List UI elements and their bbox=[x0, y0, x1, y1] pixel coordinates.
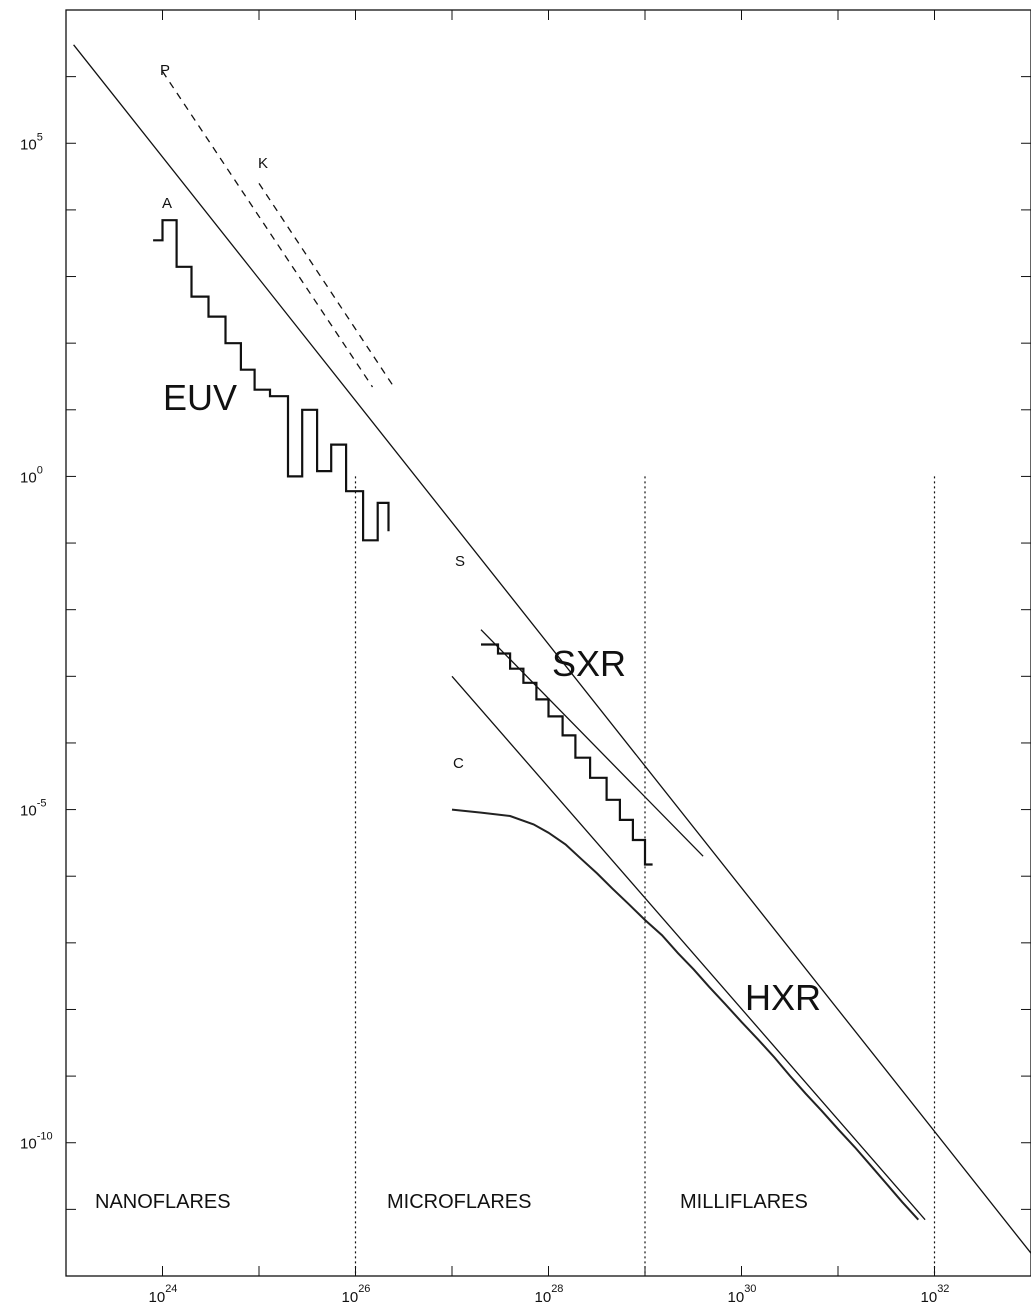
x-tick-exponent: 28 bbox=[551, 1283, 563, 1295]
series-label-hxr: HXR bbox=[745, 977, 821, 1018]
line-label-s: S bbox=[455, 553, 465, 570]
chart-labels: EUV SXR HXR P K A S C NANOFLARES MICROFL… bbox=[95, 62, 821, 1213]
x-tick-label: 1032 bbox=[921, 1283, 950, 1305]
series-label-sxr: SXR bbox=[552, 643, 626, 684]
x-tick-label: 1024 bbox=[149, 1283, 178, 1305]
series-hxr-histogram bbox=[451, 808, 920, 1221]
series-a-fit-line bbox=[73, 44, 1031, 1254]
y-tick-label: 10-10 bbox=[20, 1131, 53, 1153]
x-tick-exponent: 32 bbox=[937, 1283, 949, 1295]
y-tick-label: 105 bbox=[20, 131, 43, 153]
y-tick-exponent: 0 bbox=[37, 464, 43, 476]
series-sxr-histogram bbox=[481, 643, 653, 866]
x-tick-label: 1030 bbox=[728, 1283, 757, 1305]
y-tick-label: 100 bbox=[20, 464, 43, 486]
line-label-p: P bbox=[160, 62, 170, 79]
region-label-nanoflares: NANOFLARES bbox=[95, 1191, 231, 1213]
y-tick-exponent: -10 bbox=[37, 1131, 53, 1143]
x-tick-label: 1028 bbox=[535, 1283, 564, 1305]
region-label-microflares: MICROFLARES bbox=[387, 1191, 531, 1213]
region-boundaries bbox=[354, 476, 936, 1276]
series-euv-histogram bbox=[153, 219, 390, 542]
region-label-milliflares: MILLIFLARES bbox=[680, 1191, 808, 1213]
series-k-dashed bbox=[258, 183, 395, 388]
x-tick-label: 1026 bbox=[342, 1283, 371, 1305]
line-label-k: K bbox=[258, 155, 268, 172]
series-p-dashed bbox=[161, 71, 374, 388]
x-tick-exponent: 24 bbox=[165, 1283, 177, 1295]
data-series bbox=[73, 44, 1031, 1254]
y-tick-exponent: 5 bbox=[37, 131, 43, 143]
x-tick-exponent: 30 bbox=[744, 1283, 756, 1295]
plot-frame bbox=[65, 9, 1031, 1277]
series-s-fit-line bbox=[480, 629, 704, 857]
x-tick-exponent: 26 bbox=[358, 1283, 370, 1295]
line-label-a: A bbox=[162, 195, 172, 212]
series-c-fit-line bbox=[451, 675, 926, 1221]
y-tick-exponent: -5 bbox=[37, 798, 47, 810]
y-tick-label: 10-5 bbox=[20, 798, 46, 820]
series-label-euv: EUV bbox=[163, 377, 237, 418]
line-label-c: C bbox=[453, 755, 464, 772]
